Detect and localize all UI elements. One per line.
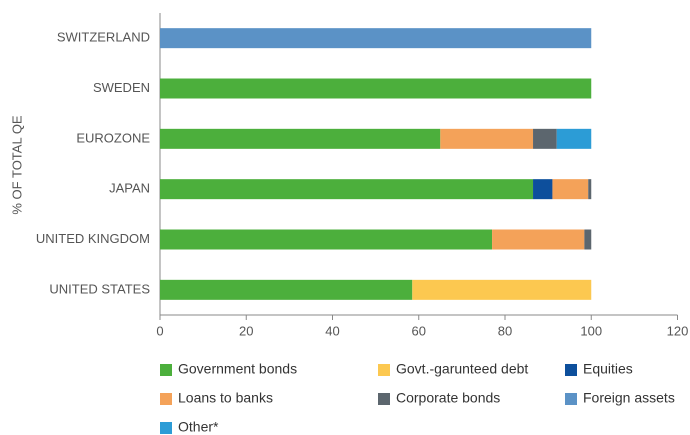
bar-segment (160, 78, 592, 99)
bar-segment (160, 28, 592, 49)
category-label: SWITZERLAND (57, 30, 150, 45)
bar-segment (160, 128, 441, 149)
bar-segment (556, 128, 592, 149)
y-axis-label: % OF TOTAL QE (9, 115, 24, 215)
legend-swatch (378, 364, 390, 376)
category-label: UNITED KINGDOM (36, 231, 150, 246)
bar-segment (160, 179, 534, 200)
x-tick-label: 40 (325, 323, 339, 338)
x-tick-label: 80 (498, 323, 512, 338)
legend-label: Corporate bonds (396, 390, 500, 406)
legend-swatch (565, 364, 577, 376)
legend-label: Other* (178, 419, 219, 435)
legend-swatch (160, 364, 172, 376)
category-label: EUROZONE (76, 130, 150, 145)
bar-segment (533, 179, 553, 200)
bar-segment (160, 279, 413, 300)
bar-segment (160, 229, 493, 250)
x-tick-label: 20 (239, 323, 253, 338)
bar-segment (533, 128, 557, 149)
bar-segment (412, 279, 592, 300)
x-tick-label: 100 (580, 323, 602, 338)
bar-segment (440, 128, 534, 149)
legend-label: Govt.-garunteed debt (396, 361, 528, 377)
category-label: JAPAN (109, 181, 150, 196)
bar-segment (492, 229, 585, 250)
x-tick-label: 0 (156, 323, 163, 338)
category-label: SWEDEN (93, 80, 150, 95)
category-label: UNITED STATES (49, 281, 150, 296)
legend-label: Government bonds (178, 361, 297, 377)
legend-label: Equities (583, 361, 633, 377)
legend-swatch (565, 393, 577, 405)
legend-swatch (378, 393, 390, 405)
bar-segment (588, 179, 592, 200)
legend-swatch (160, 393, 172, 405)
legend-swatch (160, 422, 172, 434)
x-tick-label: 120 (667, 323, 689, 338)
legend-label: Foreign assets (583, 390, 675, 406)
bar-segment (552, 179, 589, 200)
bar-segment (584, 229, 592, 250)
legend-label: Loans to banks (178, 390, 273, 406)
x-tick-label: 60 (412, 323, 426, 338)
